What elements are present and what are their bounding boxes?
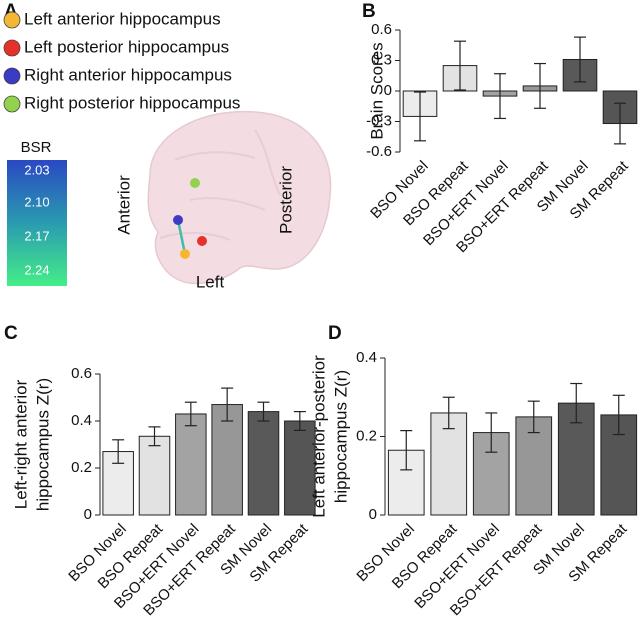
y-axis-label: Brain Scores <box>367 42 386 139</box>
y-tick-label: 0.2 <box>356 427 377 444</box>
y-tick-label: -0.6 <box>366 143 392 160</box>
y-axis-label: Left-right anterior <box>11 379 30 509</box>
y-tick-label: 0.4 <box>71 412 92 429</box>
panel-label: C <box>4 323 18 344</box>
y-tick-label: 0.6 <box>71 365 92 382</box>
orientation-label: Left <box>196 272 225 291</box>
brain-sulci <box>159 129 281 241</box>
colorbar-label: 2.03 <box>24 162 49 177</box>
colorbar-label: 2.17 <box>24 228 49 243</box>
legend-marker <box>3 95 21 113</box>
legend-label: Right posterior hippocampus <box>24 93 240 112</box>
y-tick-label: 0.2 <box>71 459 92 476</box>
bar <box>138 435 171 516</box>
colorbar-title: BSR <box>21 139 52 156</box>
bar <box>515 416 553 516</box>
y-axis-label: hippocampus Z(r) <box>33 378 52 511</box>
colorbar <box>7 160 67 286</box>
region-dot <box>173 215 183 225</box>
y-axis-label: hippocampus Z(r) <box>331 370 350 503</box>
bar <box>557 402 595 516</box>
region-dot <box>197 236 207 246</box>
connection <box>176 219 187 255</box>
panel-label: D <box>328 323 342 344</box>
y-tick-label: 0.6 <box>371 21 392 38</box>
legend-label: Left anterior hippocampus <box>24 9 221 28</box>
y-tick-label: 0.3 <box>371 51 392 68</box>
bar <box>284 420 316 516</box>
orientation-label: Anterior <box>114 175 133 235</box>
legend-marker <box>3 39 21 57</box>
legend-marker <box>3 67 21 85</box>
region-dot <box>190 178 200 188</box>
orientation-label: Posterior <box>276 166 295 234</box>
legend-marker <box>3 11 21 29</box>
bar <box>175 413 207 516</box>
colorbar-label: 2.24 <box>24 262 49 277</box>
panel-label: B <box>362 1 376 22</box>
y-axis-label: Left anterior-posterior <box>309 355 328 518</box>
bar <box>247 411 280 516</box>
y-tick-label: 0.4 <box>356 349 377 366</box>
colorbar-label: 2.10 <box>24 194 49 209</box>
y-tick-label: -0.3 <box>366 112 392 129</box>
y-tick-label: 0 <box>384 82 392 99</box>
region-dot <box>180 249 190 259</box>
legend-label: Right anterior hippocampus <box>24 65 232 84</box>
y-tick-label: 0 <box>369 506 377 523</box>
brain <box>147 110 332 285</box>
y-tick-label: 0 <box>84 506 92 523</box>
legend-label: Left posterior hippocampus <box>24 37 229 56</box>
bar <box>211 404 243 516</box>
